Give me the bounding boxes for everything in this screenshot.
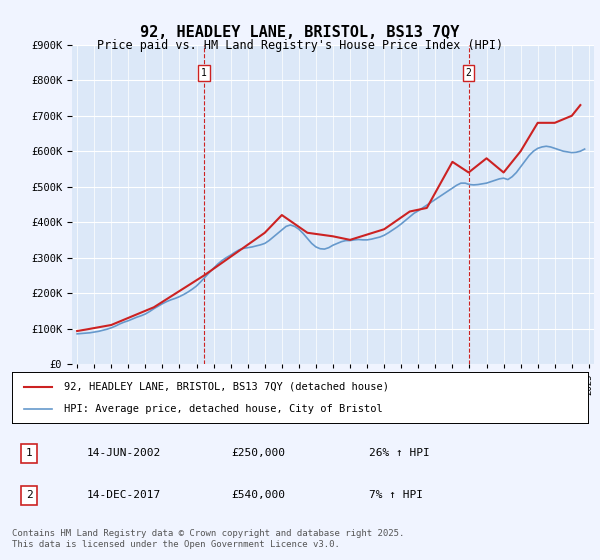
Text: 92, HEADLEY LANE, BRISTOL, BS13 7QY: 92, HEADLEY LANE, BRISTOL, BS13 7QY [140, 25, 460, 40]
Text: 1: 1 [26, 448, 32, 458]
Text: 2: 2 [26, 491, 32, 501]
Text: 14-DEC-2017: 14-DEC-2017 [87, 491, 161, 501]
Text: Contains HM Land Registry data © Crown copyright and database right 2025.
This d: Contains HM Land Registry data © Crown c… [12, 529, 404, 549]
Text: Price paid vs. HM Land Registry's House Price Index (HPI): Price paid vs. HM Land Registry's House … [97, 39, 503, 52]
Text: HPI: Average price, detached house, City of Bristol: HPI: Average price, detached house, City… [64, 404, 383, 414]
Text: 14-JUN-2002: 14-JUN-2002 [87, 448, 161, 458]
Text: 1: 1 [201, 68, 207, 78]
Text: £540,000: £540,000 [231, 491, 285, 501]
Text: 2: 2 [466, 68, 472, 78]
Text: 7% ↑ HPI: 7% ↑ HPI [369, 491, 423, 501]
Text: 26% ↑ HPI: 26% ↑ HPI [369, 448, 430, 458]
Text: £250,000: £250,000 [231, 448, 285, 458]
Text: 92, HEADLEY LANE, BRISTOL, BS13 7QY (detached house): 92, HEADLEY LANE, BRISTOL, BS13 7QY (det… [64, 381, 389, 391]
